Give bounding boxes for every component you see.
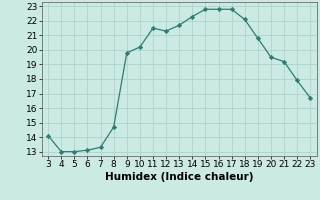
X-axis label: Humidex (Indice chaleur): Humidex (Indice chaleur) (105, 172, 253, 182)
